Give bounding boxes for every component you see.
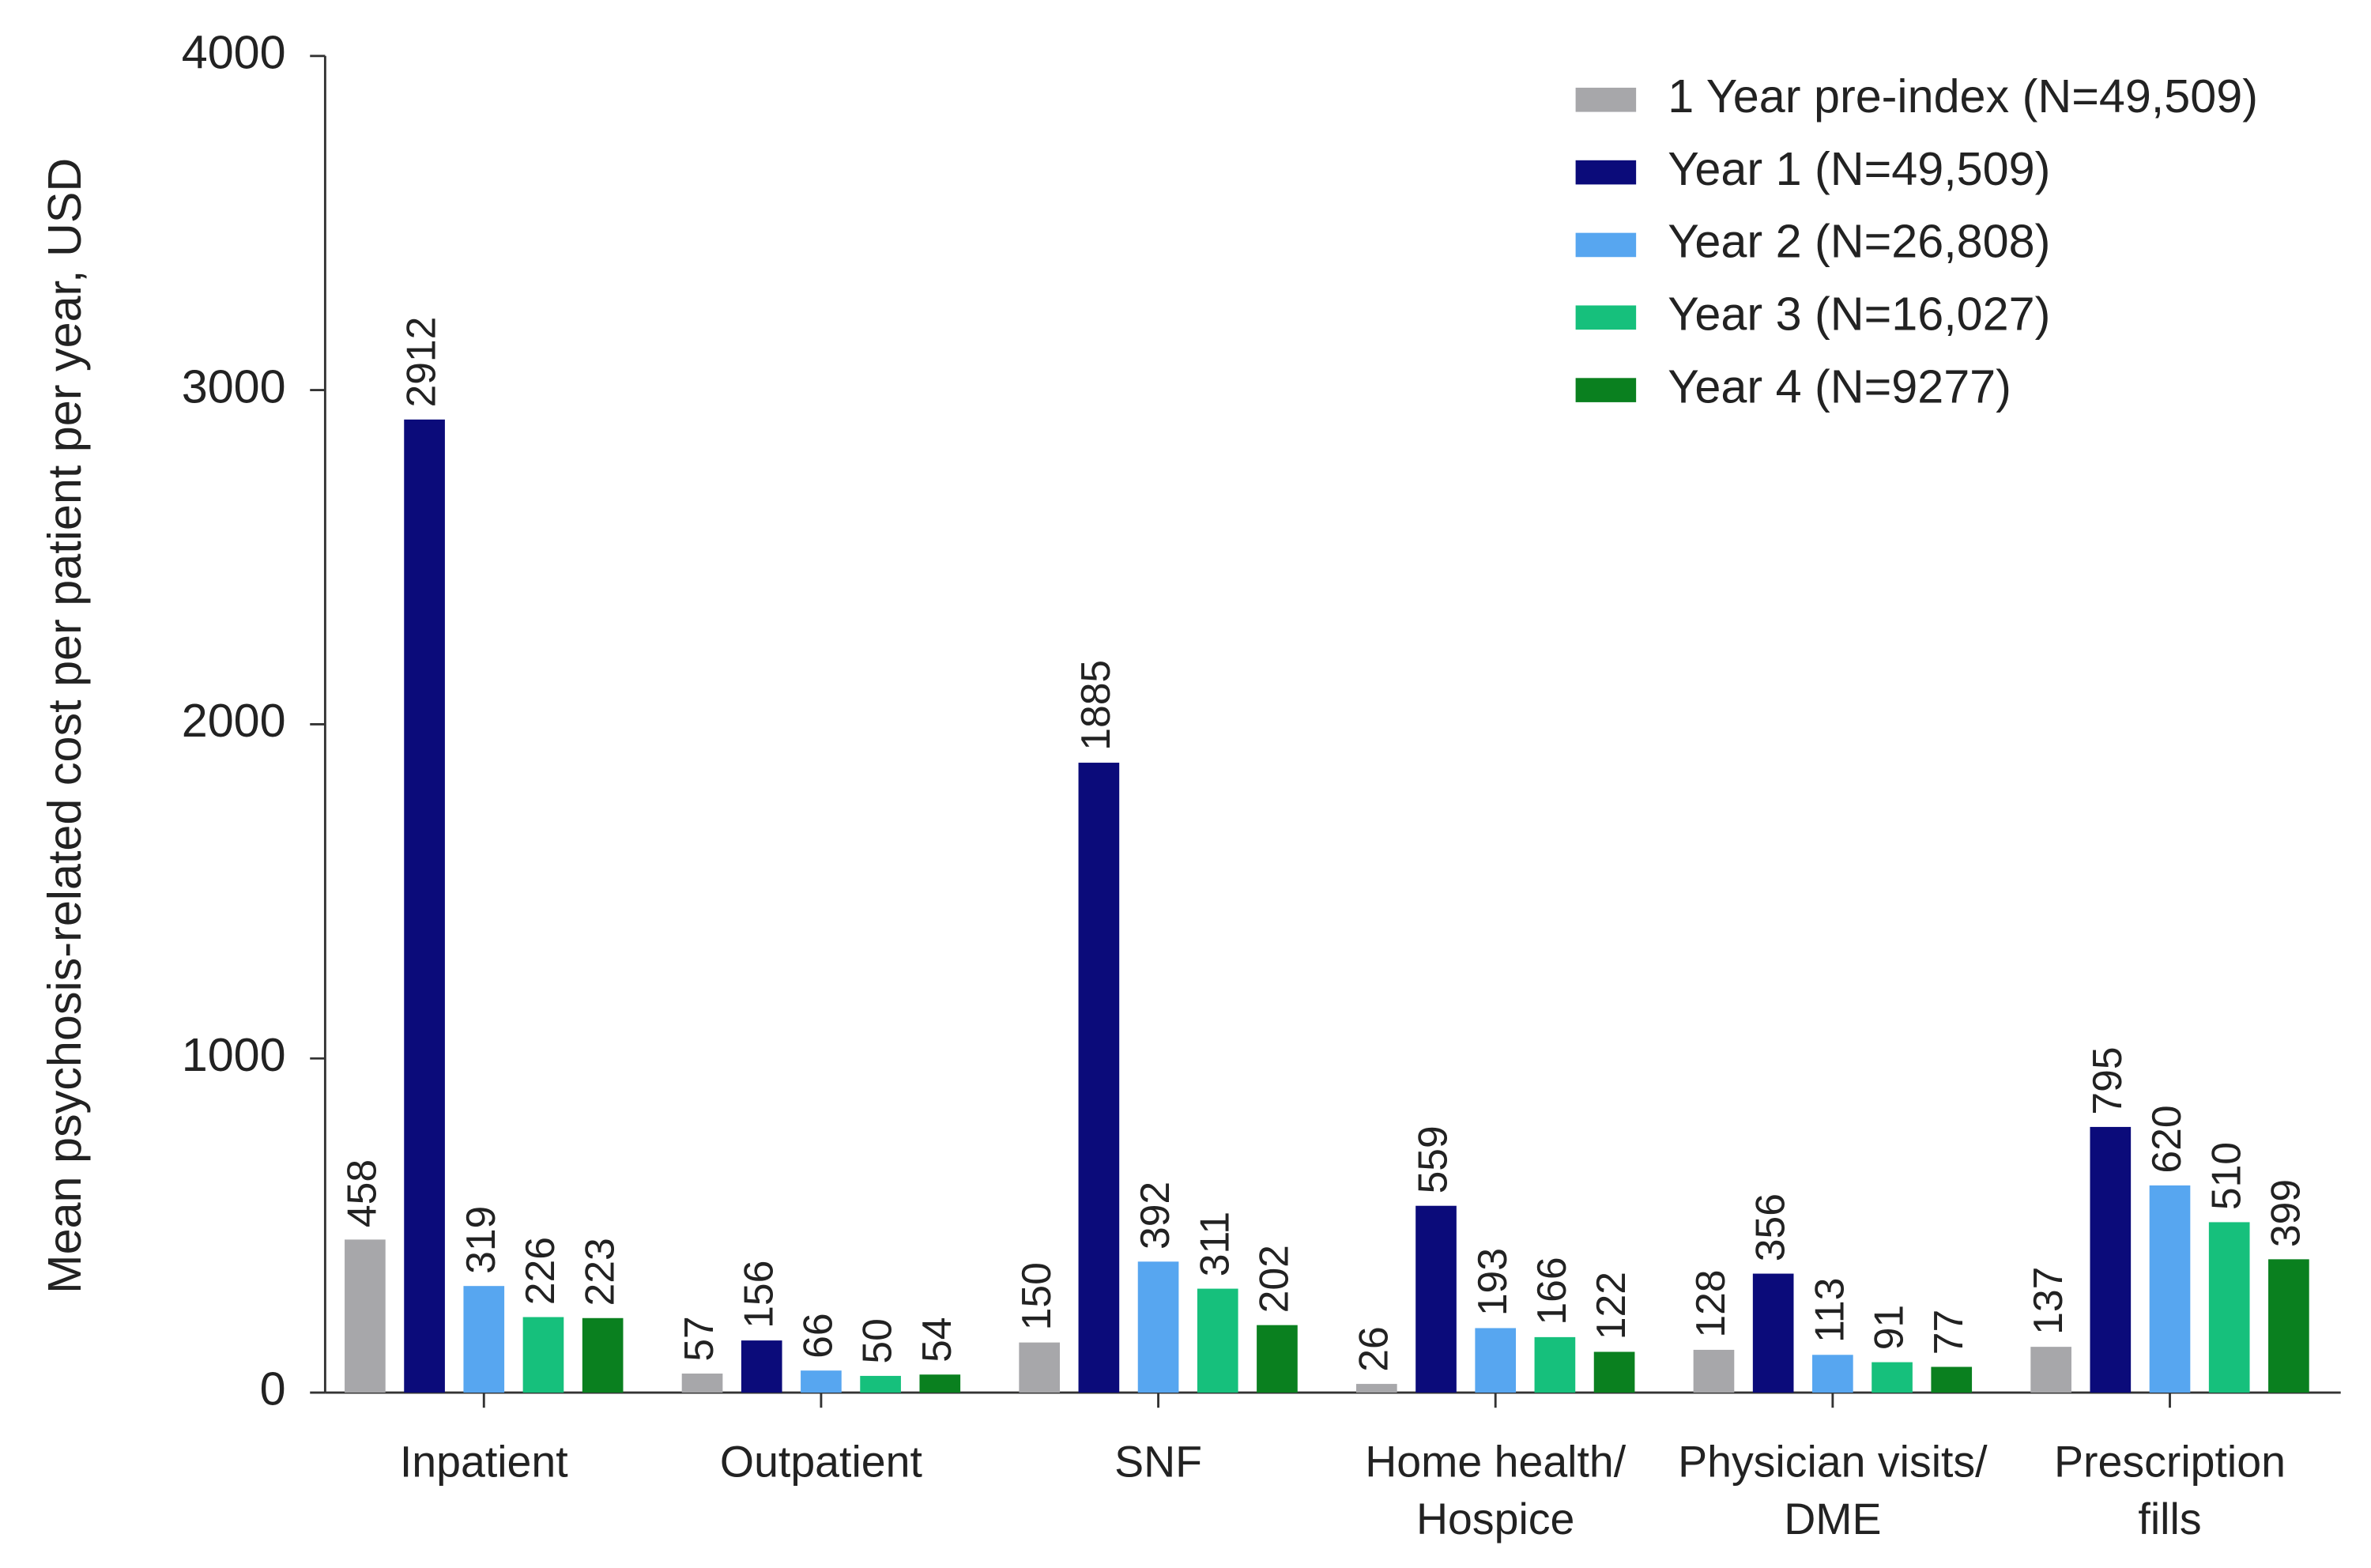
value-label: 1885 <box>1072 660 1118 751</box>
bar <box>463 1286 505 1393</box>
bar <box>1019 1342 1061 1393</box>
y-tick-label: 2000 <box>182 694 286 747</box>
bar <box>1872 1362 1913 1393</box>
value-label: 2912 <box>398 317 444 408</box>
bar <box>404 419 445 1393</box>
x-tick-label: DME <box>1784 1494 1881 1544</box>
value-label: 122 <box>1588 1272 1634 1340</box>
bar <box>1534 1336 1576 1393</box>
bar <box>1931 1366 1973 1393</box>
bar <box>1752 1273 1794 1393</box>
bar <box>741 1340 782 1393</box>
x-tick-label: Home health/ <box>1365 1438 1627 1487</box>
x-tick-label: Outpatient <box>720 1438 922 1487</box>
x-tick-label: Inpatient <box>400 1438 568 1487</box>
x-tick-label: Prescription <box>2054 1438 2286 1487</box>
value-label: 319 <box>458 1206 503 1274</box>
bar <box>1415 1205 1457 1393</box>
legend-swatch <box>1575 87 1637 112</box>
bar <box>2149 1185 2191 1393</box>
bar <box>860 1375 901 1393</box>
legend-label: Year 2 (N=26,808) <box>1668 215 2050 268</box>
value-label: 113 <box>1806 1278 1852 1343</box>
legend-label: 1 Year pre-index (N=49,509) <box>1668 70 2258 122</box>
bar <box>1475 1328 1517 1393</box>
bar <box>801 1370 842 1393</box>
value-label: 91 <box>1866 1305 1912 1350</box>
value-label: 795 <box>2084 1046 2130 1114</box>
bar <box>681 1373 723 1393</box>
legend-label: Year 1 (N=49,509) <box>1668 142 2050 195</box>
value-label: 392 <box>1132 1182 1178 1250</box>
value-label: 166 <box>1529 1257 1574 1325</box>
bar <box>1197 1288 1238 1393</box>
value-label: 193 <box>1469 1248 1515 1316</box>
bar <box>1693 1349 1735 1393</box>
x-tick-label: Hospice <box>1416 1494 1574 1544</box>
value-label: 559 <box>1410 1125 1456 1193</box>
legend-label: Year 4 (N=9277) <box>1668 360 2011 413</box>
value-label: 202 <box>1251 1245 1297 1313</box>
bar <box>1812 1355 1853 1393</box>
y-axis-label: Mean psychosis-related cost per patient … <box>38 158 91 1294</box>
legend-swatch <box>1575 160 1637 185</box>
x-tick-label: fills <box>2138 1494 2201 1544</box>
value-label: 226 <box>517 1237 563 1305</box>
value-label: 128 <box>1687 1269 1733 1337</box>
value-label: 54 <box>914 1317 959 1362</box>
value-label: 57 <box>676 1316 722 1361</box>
value-label: 77 <box>1925 1310 1971 1355</box>
value-label: 311 <box>1191 1212 1237 1276</box>
value-label: 223 <box>576 1238 622 1306</box>
bar <box>522 1317 564 1393</box>
bar <box>1078 763 1120 1393</box>
bar <box>1593 1351 1635 1393</box>
y-tick-label: 3000 <box>182 360 286 413</box>
bar <box>2208 1222 2250 1393</box>
legend-label: Year 3 (N=16,027) <box>1668 287 2050 340</box>
bar <box>1137 1261 1179 1393</box>
bar <box>1356 1384 1397 1393</box>
bar <box>2030 1347 2071 1393</box>
bar <box>2268 1259 2309 1393</box>
bar <box>582 1317 624 1393</box>
value-label: 150 <box>1013 1262 1059 1330</box>
x-tick-label: Physician visits/ <box>1678 1438 1988 1487</box>
bar <box>345 1239 386 1393</box>
value-label: 26 <box>1350 1326 1396 1371</box>
value-label: 356 <box>1747 1193 1792 1261</box>
bar <box>1257 1325 1298 1393</box>
y-tick-label: 4000 <box>182 25 286 78</box>
legend-swatch <box>1575 305 1637 330</box>
value-label: 458 <box>339 1159 385 1227</box>
y-tick-label: 1000 <box>182 1028 286 1081</box>
value-label: 137 <box>2025 1267 2071 1335</box>
bar <box>919 1374 961 1393</box>
x-tick-label: SNF <box>1114 1438 1202 1487</box>
value-label: 156 <box>735 1261 781 1329</box>
value-label: 50 <box>854 1318 900 1363</box>
value-label: 66 <box>795 1313 841 1358</box>
value-label: 620 <box>2143 1105 2189 1173</box>
legend-swatch <box>1575 232 1637 258</box>
y-tick-label: 0 <box>260 1363 286 1415</box>
value-label: 510 <box>2203 1142 2248 1210</box>
legend-swatch <box>1575 378 1637 402</box>
bar <box>2090 1126 2132 1393</box>
value-label: 399 <box>2263 1179 2309 1247</box>
